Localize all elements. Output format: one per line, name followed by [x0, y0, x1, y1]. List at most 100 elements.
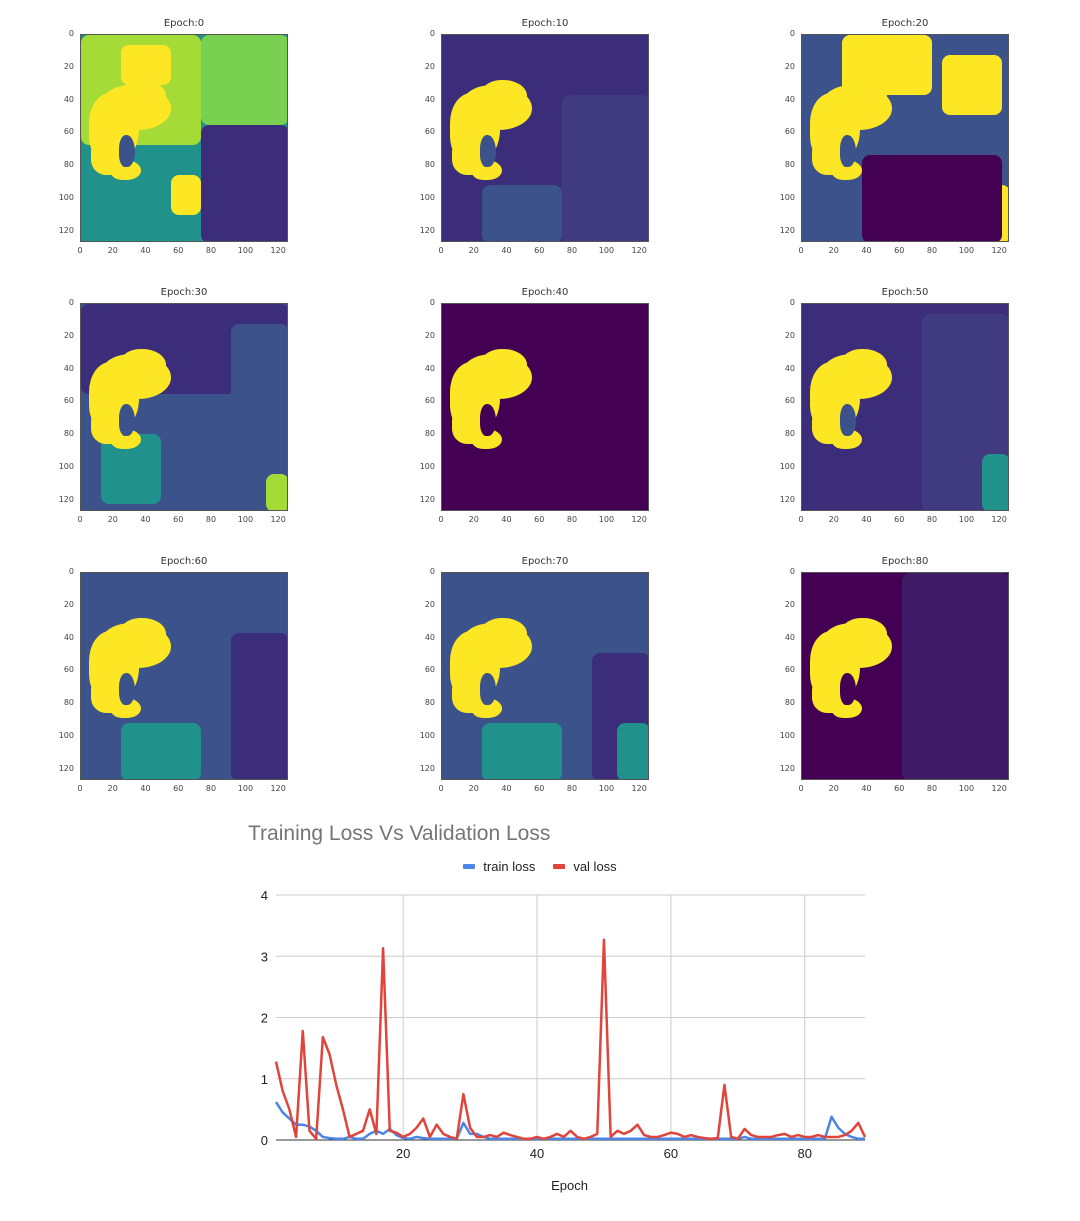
lesion-region — [121, 80, 166, 110]
panel-y-tick: 40 — [63, 632, 74, 642]
lesion-core — [480, 404, 496, 436]
heatmap-image — [441, 303, 649, 511]
panel-y-tick: 80 — [424, 429, 435, 439]
lesion-region — [832, 698, 862, 718]
lesion-region — [121, 349, 166, 379]
x-tick-label: 20 — [396, 1146, 410, 1161]
panel-y-tick: 40 — [63, 94, 74, 104]
panel-y-tick: 100 — [779, 192, 795, 202]
heatmap-region — [121, 45, 171, 85]
panel-y-tick: 0 — [429, 567, 435, 576]
panel-y-tick: 80 — [784, 429, 795, 439]
lesion-region — [482, 618, 527, 648]
panel-x-tick: 80 — [205, 246, 217, 255]
lesion-region — [111, 429, 141, 449]
panel-y-tick: 40 — [784, 363, 795, 373]
panel-x-tick: 0 — [438, 246, 444, 255]
panel-x-tick: 20 — [828, 515, 839, 524]
legend-label-val: val loss — [573, 859, 617, 874]
panel-x-tick: 20 — [468, 515, 479, 524]
panel-x-tick: 60 — [173, 784, 184, 793]
panel-y-tick: 60 — [63, 665, 74, 675]
heatmap-region — [266, 474, 287, 510]
panel-x-tick: 60 — [894, 246, 905, 255]
heatmap-image — [441, 572, 649, 780]
panel-x-tick: 0 — [77, 784, 83, 793]
lesion-core — [119, 135, 135, 167]
panel-y-tick: 40 — [63, 363, 74, 373]
panel-x-tick: 20 — [107, 784, 118, 793]
x-tick-label: 60 — [664, 1146, 678, 1161]
panel-x-tick: 100 — [237, 784, 254, 793]
y-tick-label: 3 — [261, 949, 268, 964]
panel-x-tick: 40 — [140, 246, 151, 255]
y-tick-label: 2 — [261, 1011, 268, 1026]
panel-title: Epoch:10 — [521, 18, 569, 29]
panel-x-tick: 20 — [468, 784, 479, 793]
panel-x-tick: 40 — [501, 784, 512, 793]
panel-x-tick: 120 — [270, 515, 286, 524]
panel-x-tick: 40 — [861, 515, 872, 524]
panel-x-tick: 0 — [798, 784, 804, 793]
panel-x-tick: 60 — [534, 784, 545, 793]
panel-title: Epoch:70 — [521, 556, 569, 567]
panel-title: Epoch:50 — [881, 287, 929, 298]
heatmap-region — [982, 454, 1008, 510]
lesion-region — [111, 698, 141, 718]
panel-x-tick: 120 — [991, 246, 1007, 255]
legend-item-train: train loss — [463, 859, 535, 874]
panel-y-tick: 100 — [779, 461, 795, 471]
heatmap-region — [562, 95, 648, 241]
panel-y-tick: 40 — [784, 94, 795, 104]
heatmap-region — [201, 35, 287, 125]
panel-x-tick: 80 — [566, 515, 578, 524]
heatmap-region — [482, 723, 562, 779]
panel-x-tick: 120 — [631, 246, 647, 255]
panel-x-tick: 0 — [798, 515, 804, 524]
panel-title: Epoch:40 — [521, 287, 569, 298]
panel-y-tick: 60 — [784, 665, 795, 675]
panel-y-tick: 60 — [424, 665, 435, 675]
panel-y-tick: 0 — [68, 298, 74, 307]
x-tick-label: 80 — [798, 1146, 812, 1161]
lesion-core — [840, 673, 856, 705]
lesion-region — [832, 160, 862, 180]
panel-x-tick: 60 — [173, 246, 184, 255]
panel-y-tick: 20 — [63, 330, 74, 340]
panel-y-tick: 80 — [63, 698, 74, 708]
panel-x-tick: 20 — [107, 246, 118, 255]
lesion-region — [832, 429, 862, 449]
panel-y-tick: 20 — [63, 61, 74, 71]
lesion-region — [472, 429, 502, 449]
panel-y-tick: 120 — [419, 225, 435, 235]
chart-title: Training Loss Vs Validation Loss — [248, 822, 551, 845]
panel-x-tick: 40 — [140, 784, 151, 793]
panel-x-tick: 100 — [598, 246, 615, 255]
heatmap-image — [80, 34, 288, 242]
panel-y-tick: 0 — [789, 298, 795, 307]
val-loss-line — [274, 938, 867, 1141]
panel-y-tick: 100 — [419, 730, 435, 740]
panel-x-tick: 40 — [140, 515, 151, 524]
heatmap-region — [201, 125, 287, 241]
lesion-core — [840, 404, 856, 436]
panel-y-tick: 100 — [779, 730, 795, 740]
y-tick-label: 0 — [261, 1133, 268, 1148]
heatmap-image — [801, 303, 1009, 511]
panel-x-tick: 0 — [77, 246, 83, 255]
legend-label-train: train loss — [483, 859, 536, 874]
panel-x-tick: 80 — [205, 515, 217, 524]
lesion-region — [472, 698, 502, 718]
heatmap-image — [801, 34, 1009, 242]
panel-x-tick: 100 — [237, 515, 254, 524]
panel-x-tick: 120 — [270, 784, 286, 793]
legend-swatch-val — [553, 864, 566, 869]
heatmap-region — [902, 573, 1008, 779]
panel-y-tick: 80 — [784, 160, 795, 170]
panel-x-tick: 40 — [501, 246, 512, 255]
panel-title: Epoch:0 — [163, 18, 205, 29]
panel-x-tick: 0 — [798, 246, 804, 255]
panel-x-tick: 40 — [861, 784, 872, 793]
lesion-region — [111, 160, 141, 180]
